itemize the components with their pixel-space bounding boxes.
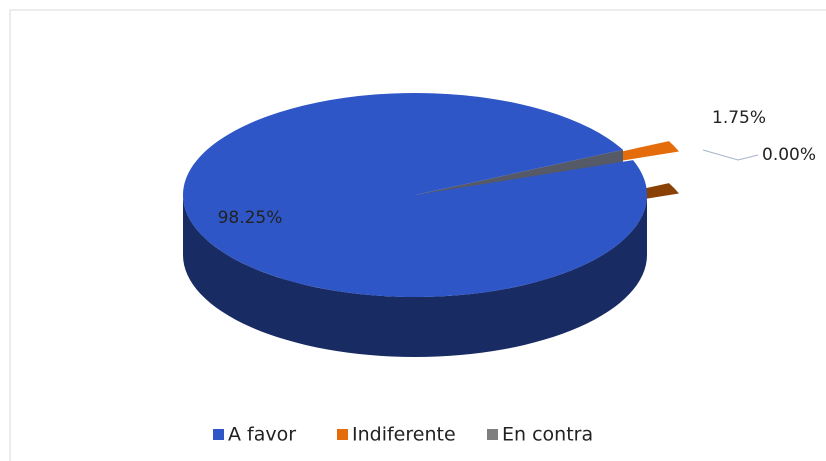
- slice: [182, 92, 647, 297]
- legend-swatch: [213, 429, 224, 440]
- legend-label: En contra: [502, 424, 593, 446]
- legend-swatch: [487, 429, 498, 440]
- legend-swatch: [337, 429, 348, 440]
- legend-label: A favor: [228, 424, 296, 446]
- leader-line: [702, 149, 759, 161]
- data-label: 98.25%: [218, 208, 283, 228]
- slice-side: [183, 195, 647, 357]
- data-label: 1.75%: [712, 108, 766, 128]
- data-label: 0.00%: [762, 145, 816, 165]
- legend-label: Indiferente: [352, 424, 456, 446]
